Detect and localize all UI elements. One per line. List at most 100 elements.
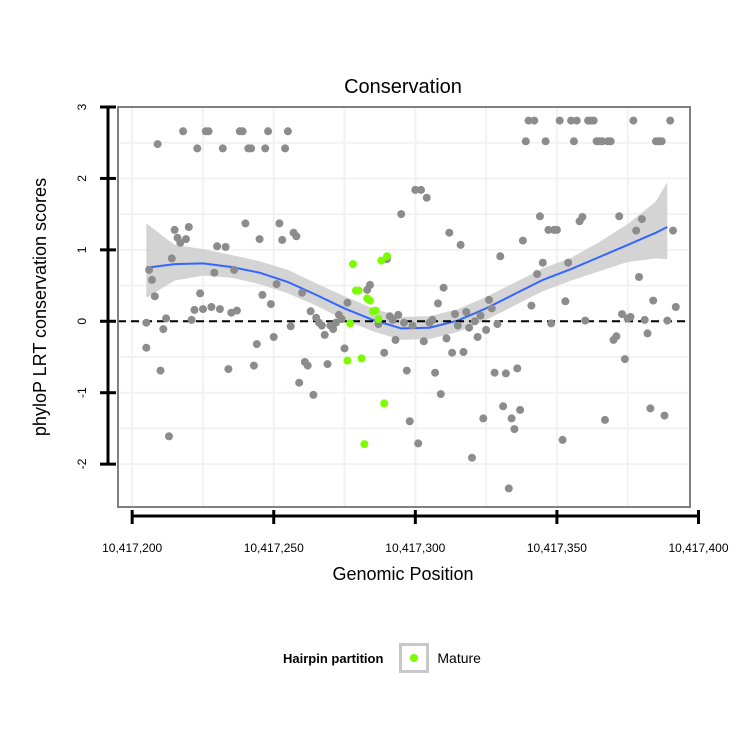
data-point: [612, 332, 621, 341]
data-point: [552, 225, 561, 234]
data-point: [281, 144, 290, 153]
data-point: [323, 360, 332, 369]
data-point-mature: [357, 354, 366, 363]
data-point: [255, 235, 264, 244]
data-point: [524, 116, 533, 125]
data-point: [298, 288, 307, 297]
y-axis: 3 2 1 0 -1 -2: [75, 103, 116, 469]
data-point: [232, 306, 241, 315]
data-point: [422, 193, 431, 202]
data-point: [538, 258, 547, 267]
y-tick-label: 1: [75, 246, 89, 253]
data-point: [283, 127, 292, 136]
data-point: [516, 405, 525, 414]
data-point: [428, 315, 437, 324]
data-point: [366, 280, 374, 289]
points-layer: [142, 116, 680, 493]
data-point: [241, 219, 250, 228]
data-point: [581, 316, 590, 325]
data-point-mature: [374, 315, 383, 324]
data-point-mature: [354, 286, 363, 295]
data-point: [479, 414, 488, 423]
data-point: [615, 212, 624, 221]
data-point: [465, 323, 474, 332]
data-point: [213, 242, 222, 251]
data-point: [306, 307, 315, 316]
data-point: [170, 225, 179, 234]
data-point: [320, 330, 329, 339]
data-point: [272, 280, 281, 289]
data-point: [589, 116, 598, 125]
data-point: [482, 325, 491, 334]
data-point: [635, 273, 643, 281]
data-point: [487, 304, 496, 313]
data-point: [159, 325, 168, 334]
data-point: [646, 404, 655, 413]
data-point: [196, 289, 205, 298]
data-point: [145, 265, 154, 274]
legend-key: [399, 643, 430, 673]
data-point: [493, 320, 502, 329]
data-point: [485, 295, 493, 304]
data-point: [629, 116, 638, 125]
data-point: [162, 314, 171, 323]
data-point: [671, 303, 680, 311]
data-point-mature: [343, 356, 352, 365]
data-point: [264, 127, 273, 136]
data-point: [547, 319, 556, 328]
data-point: [572, 116, 581, 125]
data-point: [459, 348, 468, 356]
data-point: [266, 300, 275, 309]
data-point: [292, 232, 301, 241]
data-point: [569, 137, 578, 146]
data-point: [193, 144, 202, 153]
data-point: [176, 238, 185, 247]
data-point: [496, 252, 505, 261]
data-point: [388, 315, 397, 324]
data-point: [150, 292, 159, 301]
data-point: [224, 365, 233, 374]
data-point: [221, 243, 230, 251]
data-point: [419, 337, 428, 346]
data-point: [230, 265, 239, 274]
data-point: [544, 225, 553, 234]
data-point: [439, 283, 448, 292]
data-point: [340, 344, 349, 353]
data-point: [666, 116, 675, 125]
data-point: [527, 301, 536, 310]
data-point: [663, 316, 672, 325]
data-point: [278, 235, 287, 244]
data-point: [618, 310, 626, 319]
data-point: [258, 290, 267, 299]
data-point: [303, 361, 312, 370]
data-point: [153, 140, 162, 149]
y-tick-label: 0: [75, 318, 89, 325]
data-point: [620, 355, 629, 364]
data-point-mature: [377, 256, 386, 265]
data-point: [462, 308, 471, 316]
x-tick-label: 10,417,200: [102, 541, 162, 555]
data-point: [148, 275, 156, 284]
data-point: [414, 439, 423, 448]
y-tick-label: -2: [75, 458, 89, 469]
data-point: [456, 240, 465, 249]
data-point: [215, 305, 224, 314]
data-point: [476, 311, 485, 320]
x-tick-label: 10,417,400: [668, 541, 728, 555]
data-point: [501, 369, 510, 378]
data-point: [601, 415, 609, 424]
data-point: [317, 321, 326, 330]
data-point: [417, 185, 425, 194]
data-point-mature: [349, 260, 357, 269]
data-point: [504, 484, 513, 493]
data-point: [567, 116, 576, 125]
data-point: [247, 144, 256, 153]
data-point: [190, 305, 199, 314]
data-point: [238, 127, 247, 136]
data-point: [649, 296, 658, 305]
data-point: [199, 305, 207, 314]
x-axis: 10,417,200 10,417,250 10,417,300 10,417,350…: [102, 510, 729, 555]
data-point: [518, 236, 527, 245]
legend-label-mature: Mature: [437, 650, 481, 666]
data-point: [510, 425, 519, 434]
